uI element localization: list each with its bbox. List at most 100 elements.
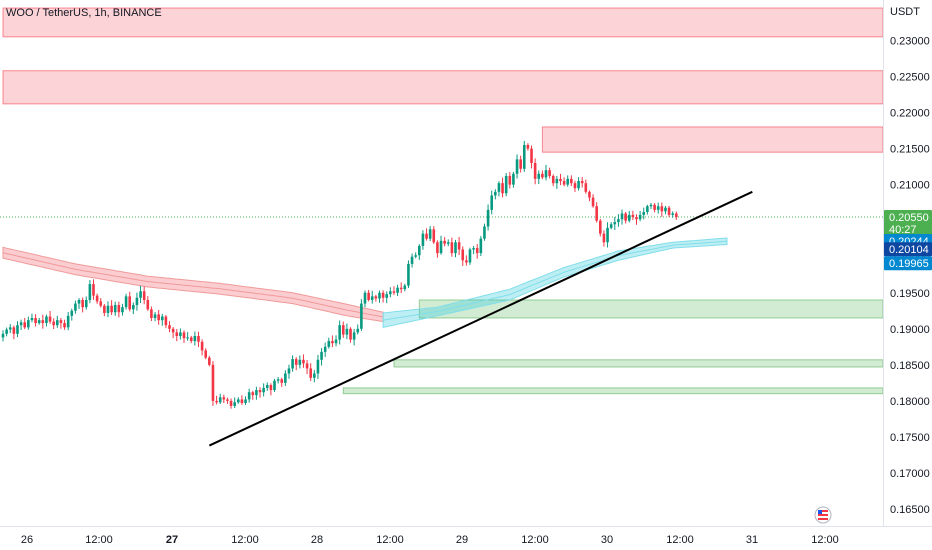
candle[interactable] [494,189,497,200]
candle[interactable] [218,393,222,404]
candle[interactable] [110,300,113,316]
candle[interactable] [135,292,139,311]
candle[interactable] [620,209,624,225]
candle[interactable] [486,204,490,231]
candle[interactable] [37,317,41,325]
candle[interactable] [591,194,595,208]
candle[interactable] [508,172,512,189]
candle[interactable] [179,328,182,340]
candle[interactable] [530,145,533,169]
candle[interactable] [425,228,428,241]
candle[interactable] [226,397,229,404]
candle[interactable] [233,397,236,408]
candle[interactable] [70,308,74,321]
candle[interactable] [164,315,168,329]
candle[interactable] [635,214,638,225]
candle[interactable] [197,331,200,347]
candle[interactable] [52,318,55,330]
candle[interactable] [316,354,320,379]
candle[interactable] [454,239,457,258]
candle[interactable] [410,253,414,268]
candle[interactable] [461,246,465,266]
candle[interactable] [8,323,12,334]
candle[interactable] [334,335,338,347]
candle[interactable] [287,364,291,379]
candle[interactable] [265,382,269,391]
candle[interactable] [175,328,179,342]
candle[interactable] [106,301,110,318]
candle[interactable] [251,390,255,400]
candle[interactable] [186,332,189,341]
candle[interactable] [367,289,370,302]
candle[interactable] [660,202,664,217]
candle[interactable] [352,328,356,346]
candle[interactable] [370,290,374,304]
candle[interactable] [580,177,584,188]
candle[interactable] [168,321,171,333]
candle[interactable] [504,173,508,197]
candle[interactable] [12,325,16,340]
candle[interactable] [522,140,526,172]
candle[interactable] [215,395,218,405]
candle[interactable] [142,286,146,305]
candle[interactable] [515,154,519,179]
candle[interactable] [84,296,88,310]
candle[interactable] [428,226,432,242]
candle[interactable] [280,377,284,387]
candle[interactable] [656,202,660,214]
candle[interactable] [446,239,450,247]
trendline[interactable] [208,190,753,447]
candle[interactable] [124,293,128,310]
candle[interactable] [490,190,493,215]
candle[interactable] [392,286,396,295]
candle[interactable] [291,355,294,372]
candle[interactable] [103,304,106,317]
candle[interactable] [551,174,555,187]
candle[interactable] [157,309,160,325]
candle[interactable] [432,226,436,244]
candle[interactable] [414,252,417,259]
candle[interactable] [338,320,341,345]
candle[interactable] [526,143,530,151]
candle[interactable] [146,296,150,311]
candle[interactable] [139,285,142,303]
candle[interactable] [675,211,678,220]
candle[interactable] [30,313,34,323]
candle[interactable] [284,370,287,386]
candle[interactable] [48,310,52,324]
candle[interactable] [247,388,251,403]
candle[interactable] [483,223,486,241]
candle[interactable] [512,171,515,188]
candle[interactable] [570,175,573,186]
candle[interactable] [132,302,135,315]
candle[interactable] [276,377,280,384]
candle[interactable] [99,298,103,308]
candle[interactable] [472,246,475,255]
candle[interactable] [244,396,247,405]
candle[interactable] [240,395,244,405]
candle[interactable] [356,324,360,335]
candle[interactable] [41,314,45,329]
candle[interactable] [208,355,211,367]
candle[interactable] [92,279,95,300]
candle[interactable] [646,204,649,215]
candle[interactable] [200,339,204,356]
candle[interactable] [211,361,215,406]
candle[interactable] [407,260,410,289]
candle[interactable] [497,181,501,197]
candle[interactable] [599,218,602,237]
candle[interactable] [399,282,403,294]
candle[interactable] [584,179,588,194]
candle[interactable] [544,164,548,181]
candle[interactable] [5,327,8,337]
candle[interactable] [501,177,504,198]
candle[interactable] [664,205,667,215]
candle[interactable] [345,323,349,340]
candle[interactable] [613,217,617,231]
candle[interactable] [381,290,385,303]
candle[interactable] [403,283,407,292]
candle[interactable] [468,247,472,265]
candle[interactable] [671,211,674,218]
candle[interactable] [302,354,305,368]
